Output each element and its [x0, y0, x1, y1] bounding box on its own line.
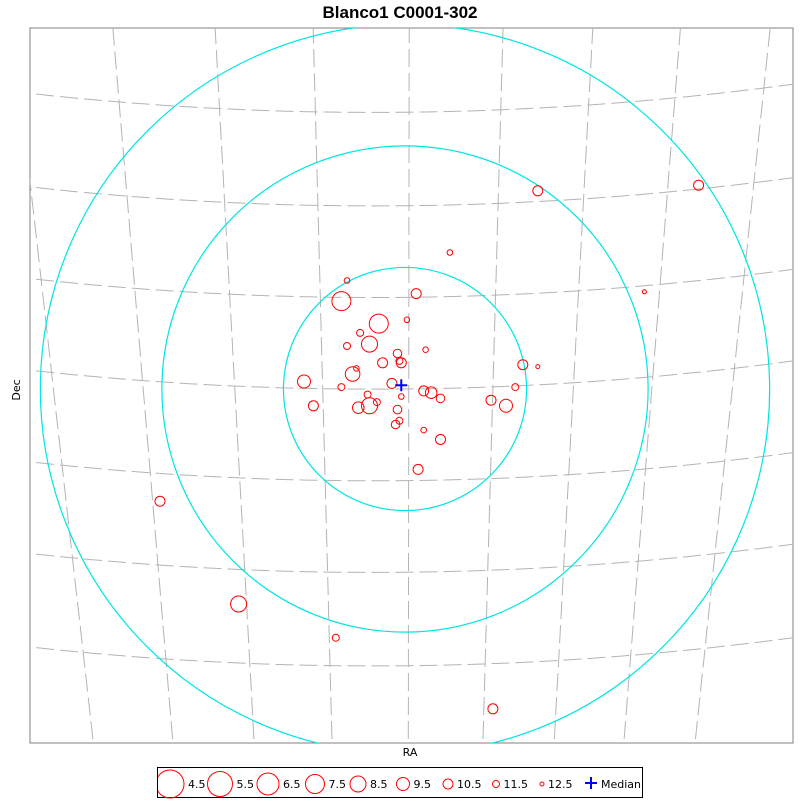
star-point — [344, 366, 361, 382]
star-point — [343, 277, 351, 284]
legend-label: 7.5 — [329, 778, 347, 791]
grid-parallel — [30, 268, 793, 298]
legend: 4.5 5.5 6.5 7.5 8.5 9.5 10.5 11.5 12.5 Median — [157, 767, 643, 799]
star-point — [392, 404, 403, 415]
star-point — [343, 342, 351, 350]
grid-meridian — [30, 177, 94, 743]
grid-parallel — [30, 452, 793, 482]
radius-circle — [39, 28, 771, 743]
chart-title: Blanco1 C0001-302 — [322, 3, 478, 22]
x-axis-label: RA — [402, 746, 418, 759]
legend-label: 12.5 — [548, 778, 573, 791]
star-point — [386, 377, 398, 389]
grid-parallel — [30, 360, 793, 390]
legend-label: 5.5 — [237, 778, 255, 791]
star-point — [535, 364, 541, 370]
star-point — [418, 385, 430, 397]
legend-label: 10.5 — [457, 778, 482, 791]
grid-meridian — [694, 28, 771, 743]
grid-parallel — [30, 177, 793, 207]
grid-meridian — [112, 28, 174, 743]
grid-meridian — [312, 28, 333, 743]
star-point — [422, 346, 429, 354]
star-point — [435, 393, 446, 404]
star-point — [331, 633, 340, 642]
star-point — [372, 398, 381, 407]
star-point — [395, 356, 404, 365]
legend-marker — [207, 771, 233, 797]
star-point — [485, 394, 497, 406]
star-point — [390, 419, 401, 430]
star-point — [517, 359, 529, 371]
star-point — [499, 398, 513, 413]
star-point — [356, 328, 365, 337]
star-point — [352, 401, 365, 415]
legend-marker — [539, 781, 545, 787]
star-point — [337, 383, 346, 392]
legend-marker — [305, 774, 325, 794]
star-point — [511, 383, 520, 392]
star-point — [353, 365, 360, 372]
star-point — [377, 357, 389, 369]
star-point — [424, 386, 438, 400]
star-point — [532, 185, 544, 197]
star-point — [297, 374, 311, 389]
legend-marker — [256, 772, 280, 796]
legend-label: 9.5 — [414, 778, 432, 791]
grid-lines — [30, 28, 793, 743]
grid-meridian — [553, 28, 594, 743]
star-point — [230, 595, 248, 613]
radius-circle — [282, 266, 528, 512]
grid-meridian — [214, 28, 255, 743]
legend-marker — [442, 778, 454, 790]
legend-marker — [396, 777, 410, 791]
legend-marker — [492, 780, 500, 788]
median-marker — [395, 379, 408, 392]
star-point — [487, 703, 499, 715]
grid-parallel — [30, 83, 793, 113]
star-point — [403, 316, 411, 324]
star-point — [641, 289, 647, 295]
star-point — [361, 397, 378, 415]
grid-parallel — [30, 543, 793, 573]
star-point — [446, 249, 454, 256]
legend-label: 6.5 — [283, 778, 301, 791]
star-markers — [154, 179, 705, 715]
plot-frame — [29, 27, 794, 744]
legend-marker — [349, 775, 367, 793]
y-axis-label: Dec — [10, 379, 23, 401]
star-point — [435, 434, 446, 445]
legend-marker — [158, 769, 185, 799]
radius-circles — [39, 28, 771, 743]
star-point — [361, 335, 378, 353]
legend-label: 4.5 — [188, 778, 206, 791]
legend-label: 8.5 — [370, 778, 388, 791]
star-point — [331, 291, 352, 312]
legend-label: 11.5 — [504, 778, 529, 791]
star-point — [154, 495, 166, 507]
grid-parallel — [30, 637, 793, 667]
radius-circle — [161, 145, 649, 633]
star-point — [398, 393, 405, 400]
star-point — [412, 463, 424, 475]
legend-median-label: Median — [601, 778, 641, 791]
star-point — [410, 288, 422, 300]
star-point — [307, 400, 319, 412]
star-point — [693, 179, 705, 191]
grid-meridian — [482, 28, 504, 743]
star-point — [420, 426, 428, 434]
star-point — [368, 313, 389, 334]
